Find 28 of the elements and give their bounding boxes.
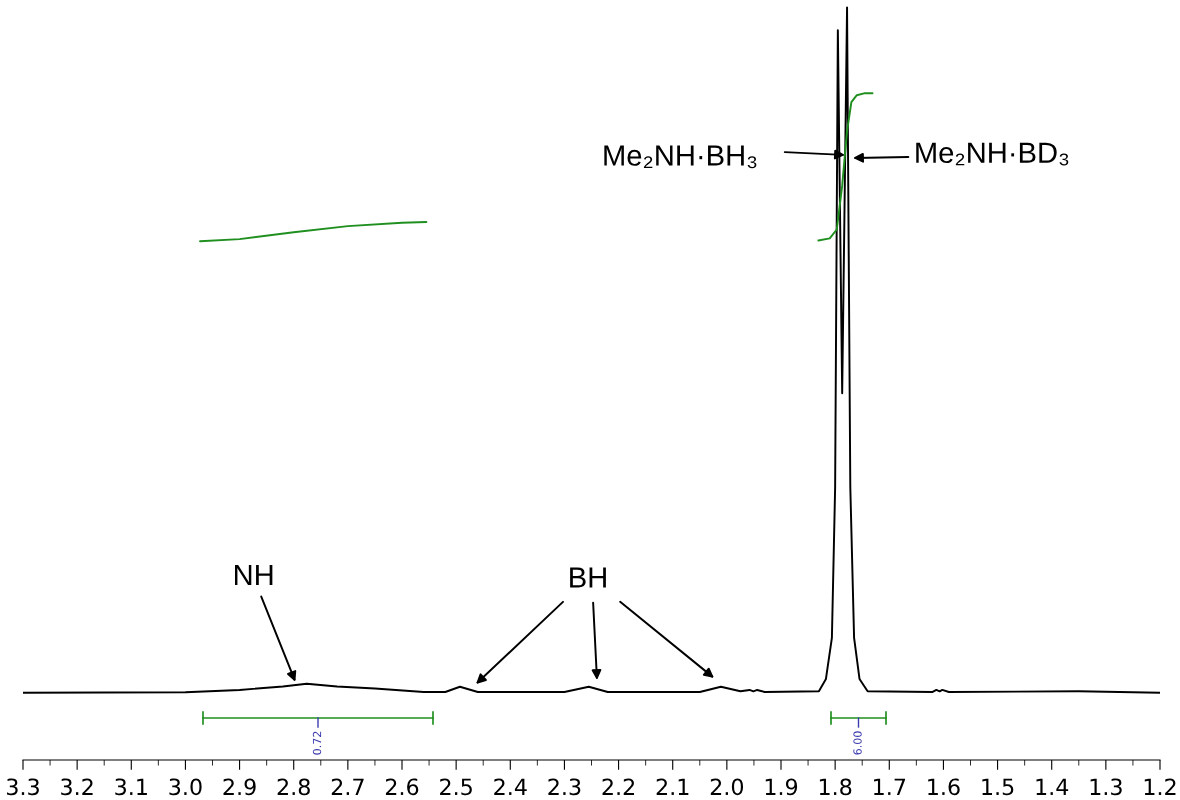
annotation: Me₂NH·BH₃ <box>604 145 757 169</box>
x-tick-label: 2.3 <box>548 778 581 796</box>
x-tick-label: 2.7 <box>331 778 364 795</box>
annotation: 0.72 <box>312 731 322 755</box>
annotation: Me₂NH·BD₃ <box>916 142 1069 166</box>
x-tick-label: 2.2 <box>602 778 635 795</box>
x-tick-label: 2.1 <box>656 778 689 795</box>
annotation: NH <box>235 565 273 586</box>
x-tick-label: 2.9 <box>223 778 256 796</box>
x-tick-label: 1.9 <box>765 778 798 796</box>
x-tick-label: 3.3 <box>7 778 39 796</box>
x-tick-label: 1.2 <box>1144 778 1176 795</box>
x-tick-label: 3.0 <box>169 778 202 796</box>
x-tick-label: 1.8 <box>819 778 852 796</box>
x-tick-label: 2.5 <box>440 778 472 796</box>
x-tick-label: 2.8 <box>277 778 310 796</box>
annotation: 6.00 <box>853 731 862 755</box>
x-tick-label: 3.1 <box>115 778 147 796</box>
x-tick-label: 1.6 <box>928 778 960 796</box>
x-tick-label: 1.5 <box>982 778 1014 796</box>
x-tick-label: 1.4 <box>1036 778 1069 795</box>
x-tick-label: 2.6 <box>385 778 419 796</box>
x-tick-label: 1.3 <box>1090 778 1122 796</box>
annotation: BH <box>570 567 606 588</box>
x-tick-label: 2.4 <box>494 778 527 795</box>
x-tick-label: 3.2 <box>61 778 93 796</box>
x-tick-label: 2.0 <box>710 778 744 796</box>
x-tick-label: 1.7 <box>874 778 906 795</box>
